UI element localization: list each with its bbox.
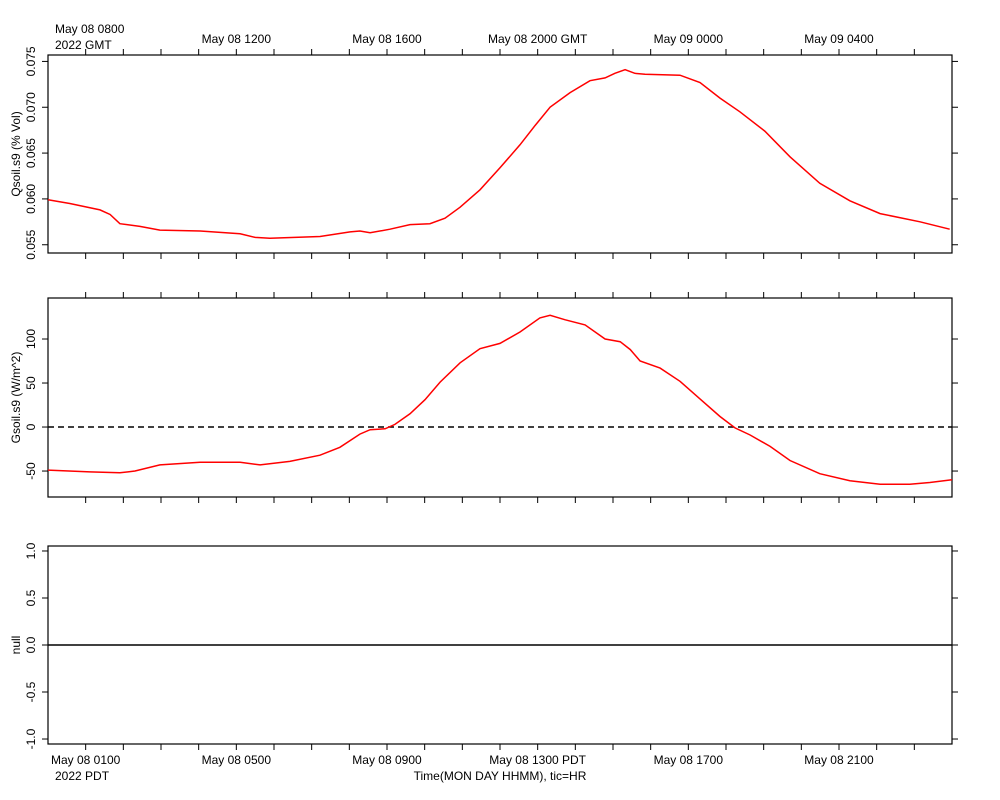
top-tick-label: May 08 2000 GMT	[488, 32, 588, 46]
bottom-tick-label: May 08 1700	[654, 753, 724, 767]
top-tick-label: May 09 0400	[804, 32, 874, 46]
top-tick-label: May 08 1600	[352, 32, 422, 46]
x-axis-label: Time(MON DAY HHMM), tic=HR	[414, 769, 587, 783]
y-tick-label: 0.075	[24, 46, 38, 76]
bottom-tick-label: May 08 2100	[804, 753, 874, 767]
y-axis-label: null	[9, 636, 23, 655]
y-axis-label: Qsoil.s9 (% Vol)	[9, 111, 23, 196]
top-tick-label: May 08 1200	[202, 32, 272, 46]
y-tick-label: 1.0	[24, 542, 38, 559]
y-tick-label: 50	[24, 376, 38, 390]
y-tick-label: -50	[24, 462, 38, 480]
corner-label: 2022 PDT	[55, 769, 110, 783]
bottom-tick-label: May 08 1300 PDT	[489, 753, 586, 767]
y-axis-label: Gsoil.s9 (W/m^2)	[9, 352, 23, 444]
top-tick-label: May 09 0000	[654, 32, 724, 46]
y-tick-label: 100	[24, 329, 38, 349]
panel-frame	[47, 54, 953, 254]
y-tick-label: 0.055	[24, 229, 38, 259]
bottom-tick-label: May 08 0900	[352, 753, 422, 767]
y-tick-label: 0.065	[24, 138, 38, 168]
y-tick-label: 0.5	[24, 589, 38, 606]
bottom-tick-label: May 08 0100	[51, 753, 121, 767]
corner-label: May 08 0800	[55, 22, 125, 36]
bottom-tick-label: May 08 0500	[202, 753, 272, 767]
corner-label: 2022 GMT	[55, 38, 112, 52]
y-tick-label: -1.0	[24, 728, 38, 749]
data-line	[47, 314, 953, 485]
y-tick-label: 0.070	[24, 92, 38, 122]
y-tick-label: 0.060	[24, 184, 38, 214]
data-line	[47, 68, 950, 240]
y-tick-label: -0.5	[24, 681, 38, 702]
y-tick-label: 0.0	[24, 636, 38, 653]
y-tick-label: 0	[24, 423, 38, 430]
panel-frame	[47, 297, 953, 498]
